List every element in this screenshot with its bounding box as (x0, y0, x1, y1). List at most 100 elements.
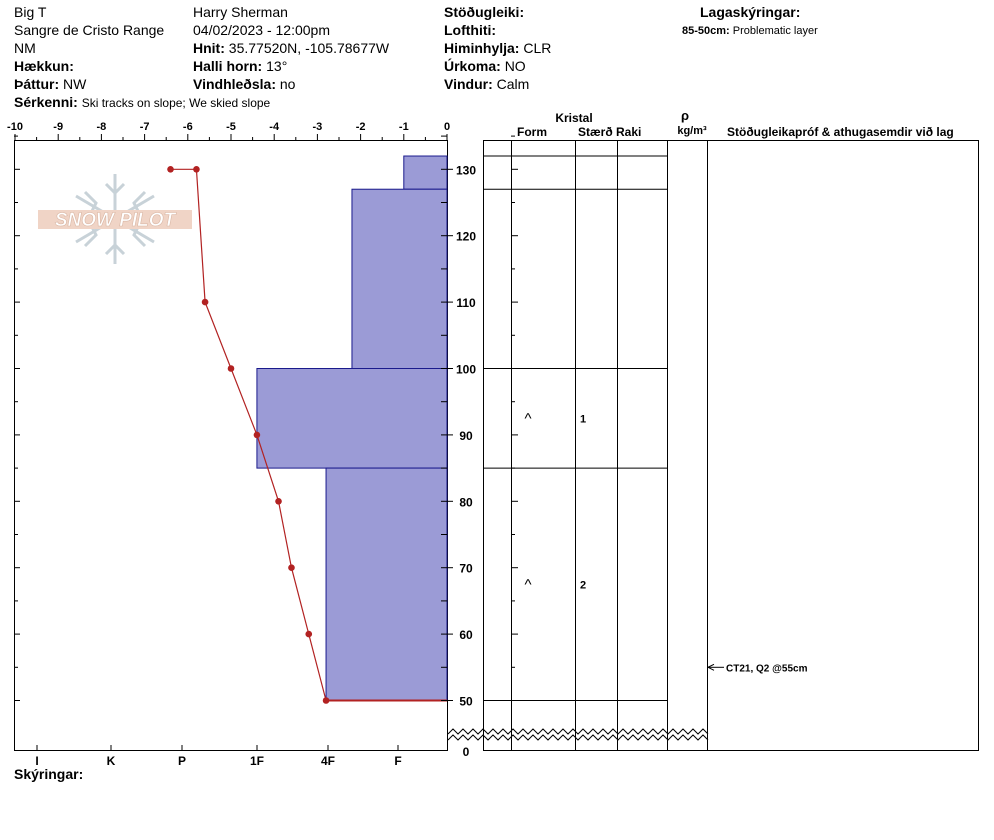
temperature-point (253, 431, 261, 439)
stability-tests: CT21, Q2 @55cm (706, 663, 808, 674)
aspect-row: Þáttur: NW (14, 76, 86, 93)
temperature-point (322, 697, 330, 704)
stability-label: Stöðugleiki: (444, 4, 525, 20)
layer-note-text: Problematic layer (732, 25, 818, 37)
wind-value: Calm (496, 76, 530, 92)
precip-label: Úrkoma: (444, 58, 501, 74)
column-size: Stærð (578, 125, 613, 139)
layer-note-range: 85-50cm: (682, 25, 730, 37)
hardness-layers (256, 155, 448, 702)
state-name: NM (14, 40, 36, 56)
features-label: Sérkenni: (14, 94, 78, 110)
location-name: Big T (14, 4, 47, 20)
height-tick-label: 120 (456, 230, 476, 244)
height-tick-label: 50 (459, 695, 473, 709)
wind-row: Vindur: Calm (444, 76, 529, 93)
layer-grid (483, 140, 979, 751)
logo-band (38, 210, 192, 229)
height-tick-label: 70 (459, 562, 473, 576)
coords-row: Hnit: 35.77520N, -105.78677W (193, 40, 389, 57)
grain-forms: ^ 1 ^ 2 (524, 410, 586, 593)
grain-size-label: 2 (580, 579, 586, 591)
temperature-point (227, 365, 235, 372)
slope-label: Halli horn: (193, 58, 263, 74)
temp-tick-label: -5 (226, 121, 236, 133)
sky-label: Himinhylja: (444, 40, 520, 56)
sky-row: Himinhylja: CLR (444, 40, 551, 57)
temperature-point (305, 630, 313, 638)
hardness-tick-label: P (178, 754, 186, 768)
hardness-layer (325, 467, 448, 701)
break-zigzag-line (447, 734, 709, 741)
height-tick-label: 80 (459, 495, 473, 509)
hardness-tick-label: 4F (321, 754, 335, 768)
temp-tick-label: -4 (269, 121, 280, 133)
hardness-tick-label: 1F (250, 754, 264, 768)
height-tick-label: 0 (463, 745, 470, 759)
hardness-layer (351, 188, 448, 369)
temperature-point (275, 498, 282, 505)
height-axis: 0 50 60 70 80 90 100 110 120 130 (14, 135, 518, 759)
temperature-point (201, 298, 209, 306)
wind-loading-value: no (279, 76, 296, 92)
logo-text: SNOW PILOT (55, 210, 177, 231)
hardness-tick-label: I (35, 754, 38, 768)
temp-tick-label: -1 (399, 121, 409, 133)
height-tick-label: 90 (459, 429, 473, 443)
temp-tick-label: -3 (313, 121, 323, 133)
slope-row: Halli horn: 13° (193, 58, 287, 75)
elevation-label: Hækkun: (14, 58, 74, 74)
comments-label: Skýringar: (14, 766, 84, 782)
precip-row: Úrkoma: NO (444, 58, 526, 75)
temp-tick-label: -8 (97, 121, 107, 133)
snowpilot-logo: SNOW PILOT (38, 174, 192, 264)
precip-value: NO (504, 58, 526, 74)
coords-label: Hnit: (193, 40, 225, 56)
grain-form-symbol: ^ (524, 576, 531, 593)
aspect-label: Þáttur: (14, 76, 60, 92)
column-form: Form (517, 125, 547, 139)
test-label: CT21, Q2 @55cm (726, 663, 808, 674)
hardness-layer (403, 155, 448, 190)
temperature-point (288, 564, 295, 571)
hardness-tick-label: K (107, 754, 116, 768)
wind-loading-label: Vindhleðsla: (193, 76, 276, 92)
hardness-layer (256, 368, 448, 469)
observer-name: Harry Sherman (193, 4, 288, 20)
temp-tick-label: -6 (183, 121, 193, 133)
sky-value: CLR (523, 40, 552, 56)
features-row: Sérkenni: Ski tracks on slope; We skied … (14, 94, 270, 112)
wind-loading-row: Vindhleðsla: no (193, 76, 295, 93)
slope-value: 13° (266, 58, 288, 74)
test-pointer-arrow (706, 663, 715, 671)
column-density-symbol: ρ (681, 108, 689, 123)
height-tick-label: 110 (456, 296, 476, 310)
air-temp-label: Lofthiti: (444, 22, 497, 38)
grain-size-label: 1 (580, 413, 586, 425)
temperature-axis: -10 -9 -8 -7 -6 -5 -4 -3 -2 -1 0 (7, 121, 450, 141)
break-zigzag-line (447, 728, 709, 735)
hardness-tick-label: F (394, 754, 401, 768)
aspect-value: NW (63, 76, 87, 92)
hardness-axis: I K P 1F 4F F (35, 745, 402, 768)
features-value: Ski tracks on slope; We skied slope (81, 96, 271, 110)
temp-tick-label: -7 (140, 121, 150, 133)
layer-notes-title: Lagaskýringar: (700, 4, 801, 20)
coords-value: 35.77520N, -105.78677W (228, 40, 390, 56)
temperature-profile (167, 166, 330, 704)
temp-tick-label: 0 (444, 121, 450, 133)
temp-tick-label: -10 (7, 121, 23, 133)
column-tests: Stöðugleikapróf & athugasemdir við lag (727, 125, 954, 139)
column-moisture: Raki (616, 125, 641, 139)
temp-tick-label: -9 (53, 121, 63, 133)
wind-label: Vindur: (444, 76, 493, 92)
grain-form-symbol: ^ (524, 410, 531, 427)
height-tick-label: 60 (459, 628, 473, 642)
range-name: Sangre de Cristo Range (14, 22, 165, 38)
height-tick-label: 130 (456, 163, 476, 177)
observation-datetime: 04/02/2023 - 12:00pm (193, 22, 330, 38)
column-density-unit: kg/m³ (677, 125, 707, 137)
temp-tick-label: -2 (356, 121, 366, 133)
temperature-point (167, 166, 174, 173)
